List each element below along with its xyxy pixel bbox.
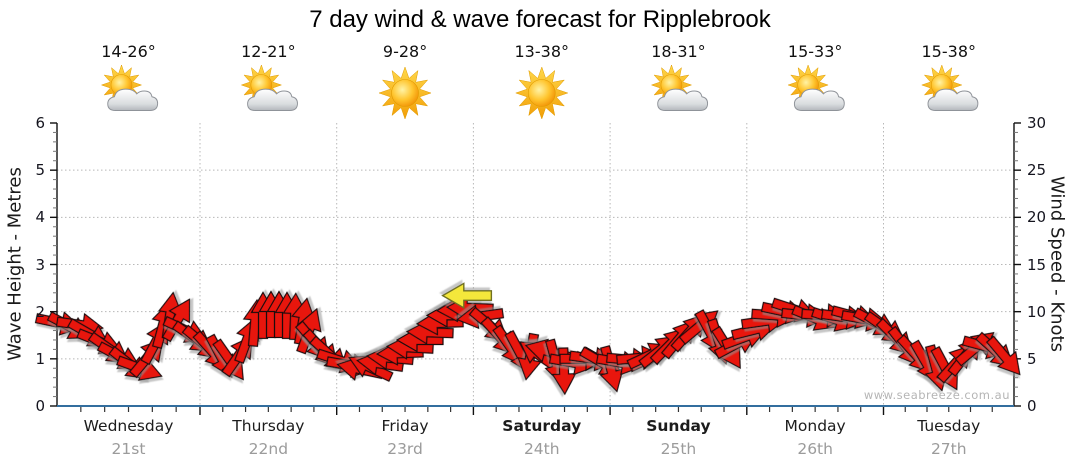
cloud-shape <box>793 88 845 111</box>
partly-cloudy-icon <box>921 64 979 111</box>
cloud-shape <box>927 88 979 111</box>
wind-arrow-shape <box>405 319 454 345</box>
highlighted-wind-arrow[interactable] <box>441 282 493 309</box>
partly-cloudy-icon <box>787 64 845 111</box>
cloud-shape <box>107 88 159 111</box>
partly-cloudy-icon <box>650 64 709 111</box>
watermark: www.seabreeze.com.au <box>863 388 1010 402</box>
sunny-icon <box>378 66 432 120</box>
sun-disc <box>527 79 556 107</box>
wind-arrow-shape <box>985 335 1021 376</box>
wind-arrow[interactable] <box>405 319 454 345</box>
sun-disc <box>391 79 419 107</box>
highlighted-wind-arrow-shape <box>441 282 493 309</box>
sunny-icon <box>515 66 569 120</box>
cloud-shape <box>247 88 298 111</box>
chart-title: 7 day wind & wave forecast for Ripplebro… <box>309 6 771 33</box>
wind-arrow[interactable] <box>981 332 1028 382</box>
wind-arrow-shape <box>551 347 577 396</box>
cloud-shape <box>657 88 709 111</box>
wind-arrow[interactable] <box>551 347 577 396</box>
partly-cloudy-icon <box>240 64 298 111</box>
partly-cloudy-icon <box>100 64 159 111</box>
